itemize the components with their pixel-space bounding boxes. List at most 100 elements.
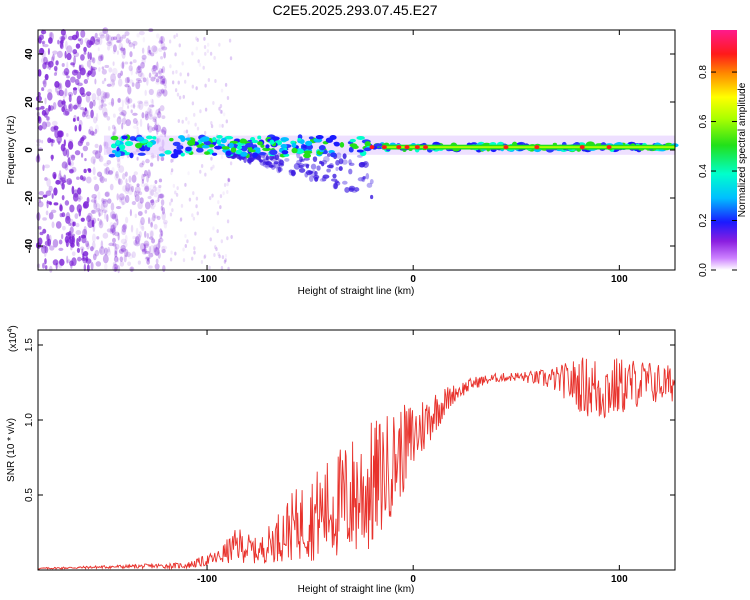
noise-speck <box>92 57 96 64</box>
noise-speck <box>181 119 184 124</box>
noise-speck <box>120 46 124 53</box>
noise-speck <box>42 41 45 47</box>
signal-mark <box>339 142 345 148</box>
noise-speck <box>198 62 202 67</box>
noise-speck <box>158 40 163 44</box>
noise-speck <box>220 109 223 114</box>
signal-scatter <box>316 165 321 171</box>
noise-speck <box>153 192 159 198</box>
noise-speck <box>149 217 153 226</box>
noise-speck <box>142 77 147 83</box>
noise-speck <box>118 178 121 185</box>
noise-speck <box>184 182 187 187</box>
noise-speck <box>55 85 58 93</box>
noise-speck <box>37 69 42 77</box>
signal-mark <box>204 151 210 155</box>
noise-speck <box>101 80 105 85</box>
noise-speck <box>158 178 163 183</box>
x-tick-label: 0 <box>410 274 416 285</box>
signal-mark <box>230 147 237 153</box>
noise-speck <box>151 98 154 108</box>
noise-speck <box>191 84 195 89</box>
noise-speck <box>106 116 111 121</box>
noise-speck <box>104 247 108 256</box>
noise-speck <box>72 117 76 122</box>
noise-speck <box>77 140 83 147</box>
signal-scatter <box>312 156 318 162</box>
noise-speck <box>175 192 179 197</box>
noise-speck <box>105 33 110 42</box>
noise-speck <box>92 166 96 176</box>
noise-speck <box>98 153 102 162</box>
signal-scatter <box>259 159 266 166</box>
noise-speck <box>57 99 64 108</box>
noise-speck <box>136 120 139 126</box>
signal-mark <box>211 152 218 156</box>
noise-speck <box>138 231 142 238</box>
noise-speck <box>49 245 55 251</box>
noise-speck <box>140 72 145 80</box>
signal-peak <box>396 145 402 150</box>
noise-speck <box>149 245 156 254</box>
noise-speck <box>98 105 103 111</box>
noise-speck <box>112 237 116 243</box>
signal-scatter <box>365 172 370 180</box>
signal-mark <box>248 149 256 153</box>
snr-xlabel: Height of straight line (km) <box>298 584 415 595</box>
noise-speck <box>100 95 104 102</box>
noise-speck <box>152 118 157 122</box>
signal-scatter <box>300 158 305 162</box>
noise-speck <box>116 163 121 168</box>
noise-speck <box>57 50 63 59</box>
noise-speck <box>120 62 125 69</box>
noise-speck <box>64 87 68 97</box>
colorbar-tick-label: 0.2 <box>698 213 709 227</box>
noise-speck <box>83 201 89 209</box>
noise-speck <box>79 175 84 181</box>
noise-speck <box>179 217 183 222</box>
signal-mark <box>185 137 191 141</box>
noise-speck <box>132 235 136 240</box>
noise-speck <box>195 204 198 209</box>
noise-speck <box>68 222 72 226</box>
noise-speck <box>227 178 231 183</box>
signal-mark <box>352 145 359 150</box>
noise-speck <box>227 178 230 183</box>
noise-speck <box>137 100 143 105</box>
signal-mark <box>119 144 126 150</box>
noise-speck <box>159 80 166 85</box>
noise-speck <box>105 166 110 175</box>
noise-speck <box>226 95 230 100</box>
noise-speck <box>202 65 205 70</box>
noise-speck <box>131 200 137 206</box>
x-tick-label: -100 <box>197 574 217 585</box>
noise-speck <box>69 162 72 166</box>
noise-speck <box>186 72 190 77</box>
signal-mark <box>176 145 183 151</box>
noise-speck <box>159 228 162 233</box>
noise-speck <box>98 67 101 72</box>
signal-mark <box>257 151 267 156</box>
signal-scatter <box>309 175 314 182</box>
signal-peak <box>404 145 410 150</box>
noise-speck <box>65 212 71 221</box>
signal-mark <box>236 145 243 150</box>
noise-speck <box>51 154 54 162</box>
signal-scatter <box>262 161 270 168</box>
signal-scatter <box>278 162 285 167</box>
noise-speck <box>204 51 207 56</box>
noise-speck <box>184 244 188 249</box>
noise-speck <box>143 183 149 190</box>
noise-speck <box>70 242 75 248</box>
svg-text:(x104): (x104) <box>7 325 19 352</box>
noise-speck <box>188 197 192 202</box>
noise-speck <box>150 76 156 82</box>
noise-speck <box>100 54 104 61</box>
noise-speck <box>143 243 149 247</box>
noise-speck <box>100 96 106 103</box>
noise-speck <box>132 59 137 64</box>
noise-speck <box>160 199 165 206</box>
noise-speck <box>104 92 110 99</box>
noise-speck <box>141 112 145 119</box>
signal-mark <box>115 139 121 146</box>
